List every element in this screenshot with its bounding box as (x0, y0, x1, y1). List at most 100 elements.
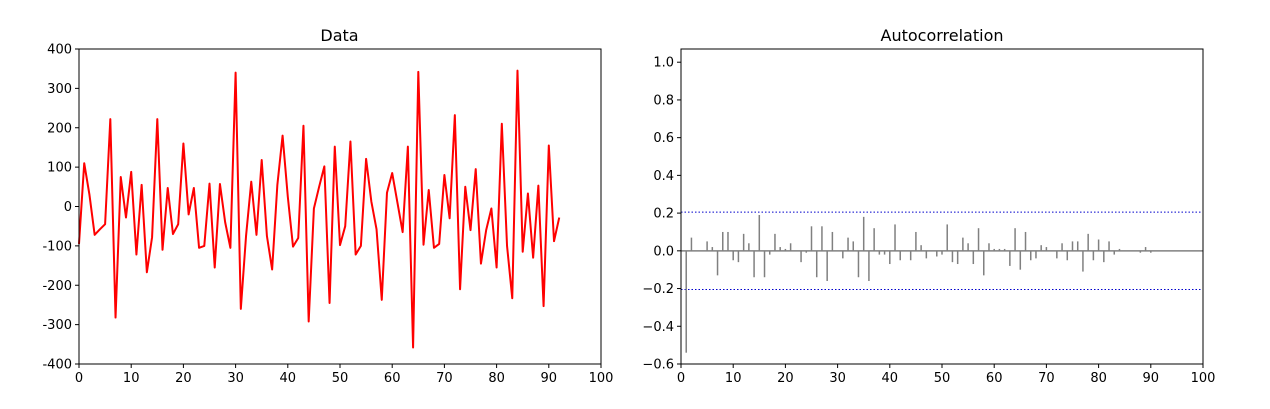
acf-bar (1150, 250, 1152, 253)
acf-bar (690, 237, 693, 251)
acf-bar (988, 243, 990, 251)
acf-bar (1103, 250, 1105, 263)
acf-bar (873, 228, 875, 251)
acf-bar (993, 248, 995, 251)
acf-x-tick-label: 90 (1143, 371, 1160, 386)
acf-bar (789, 243, 792, 251)
acf-bar (1014, 228, 1016, 251)
acf-bar (956, 250, 959, 265)
data-x-tick-label: 70 (436, 371, 453, 386)
acf-bar (779, 247, 781, 251)
acf-bar (1024, 231, 1027, 251)
data-x-tick-label: 30 (227, 371, 244, 386)
acf-bar (1003, 248, 1006, 251)
data-y-tick-label: -400 (42, 358, 72, 373)
acf-bar (852, 241, 855, 251)
data-y-tick-label: 100 (47, 161, 72, 176)
acf-x-tick-label: 40 (882, 371, 899, 386)
data-plot: Data 0 10 20 30 40 50 60 70 80 90 100 -400 -300 -200 -… (42, 26, 613, 386)
autocorrelation-plot: Autocorrelation 0 10 20 30 40 50 60 70 80 90 100 −0… (642, 26, 1215, 386)
acf-bar (758, 214, 761, 251)
autocorrelation-plot-area (681, 211, 1203, 353)
acf-bar (1082, 250, 1084, 272)
acf-bar (742, 233, 745, 251)
acf-bar (706, 241, 708, 251)
acf-bar (894, 224, 896, 251)
acf-bar (685, 250, 687, 353)
acf-x-tick-label: 30 (829, 371, 846, 386)
acf-y-tick-label: 1.0 (653, 56, 674, 71)
acf-bar (878, 250, 881, 255)
acf-bar (722, 231, 724, 251)
acf-bar (1009, 250, 1011, 266)
acf-bar (941, 250, 943, 255)
acf-bar (1056, 250, 1058, 259)
acf-bar (936, 250, 938, 257)
acf-bar (1040, 245, 1042, 251)
acf-bar (899, 250, 901, 261)
acf-bar (784, 248, 787, 251)
acf-bar (800, 250, 802, 263)
data-y-tick-label: -300 (42, 318, 72, 333)
acf-bar (810, 226, 813, 251)
data-plot-area (78, 69, 561, 349)
acf-bar (909, 250, 912, 261)
acf-bar (889, 250, 891, 265)
data-x-tick-label: 0 (75, 371, 83, 386)
acf-x-tick-label: 100 (1191, 371, 1216, 386)
acf-bar (1029, 250, 1032, 261)
data-x-tick-label: 60 (384, 371, 401, 386)
acf-bar (972, 250, 975, 265)
acf-bar (727, 231, 729, 251)
data-x-tick-label: 100 (589, 371, 614, 386)
acf-bar (1097, 239, 1100, 251)
acf-x-tick-label: 60 (986, 371, 1003, 386)
acf-bar (857, 250, 860, 278)
acf-bar (1092, 250, 1095, 261)
acf-bar (862, 216, 865, 251)
acf-bar (748, 243, 750, 251)
acf-bar (753, 250, 755, 278)
data-x-tick-label: 50 (332, 371, 349, 386)
acf-bar (967, 243, 969, 251)
acf-x-tick-label: 10 (725, 371, 742, 386)
data-plot-title: Data (320, 26, 358, 45)
acf-y-tick-label: 0.8 (653, 93, 674, 108)
acf-bar (1061, 243, 1063, 251)
acf-x-tick-label: 80 (1090, 371, 1107, 386)
acf-bar (711, 247, 714, 251)
data-series-line (78, 69, 561, 349)
acf-bar (1113, 250, 1116, 255)
acf-bar (716, 250, 719, 276)
acf-y-tick-label: 0.6 (653, 131, 674, 146)
acf-y-tick-label: 0.2 (653, 207, 674, 222)
acf-y-tick-label: 0.0 (653, 244, 674, 259)
data-y-tick-label: -100 (42, 239, 72, 254)
acf-x-tick-label: 0 (677, 371, 685, 386)
acf-bar (998, 248, 1001, 251)
acf-y-tick-label: −0.6 (642, 358, 674, 373)
acf-bar (883, 250, 886, 255)
acf-bar (847, 237, 849, 251)
acf-x-tick-label: 70 (1038, 371, 1055, 386)
acf-bar (842, 250, 844, 259)
data-plot-frame (78, 48, 602, 365)
acf-bar (737, 250, 740, 263)
acf-x-tick-label: 20 (777, 371, 794, 386)
data-y-tick-label: 200 (47, 121, 72, 136)
acf-bar (868, 250, 870, 282)
acf-bar (920, 245, 922, 251)
data-x-tick-label: 10 (123, 371, 140, 386)
acf-bar (1066, 250, 1069, 261)
acf-bar (1139, 250, 1142, 253)
acf-bar (1118, 248, 1121, 251)
data-y-tick-label: -200 (42, 279, 72, 294)
acf-bar (977, 228, 980, 251)
acf-bar (1144, 247, 1147, 251)
autocorrelation-plot-frame (680, 48, 1204, 365)
acf-y-tick-label: 0.4 (653, 169, 674, 184)
data-x-tick-label: 80 (488, 371, 505, 386)
acf-bar (962, 237, 964, 251)
acf-bar (1108, 241, 1110, 251)
